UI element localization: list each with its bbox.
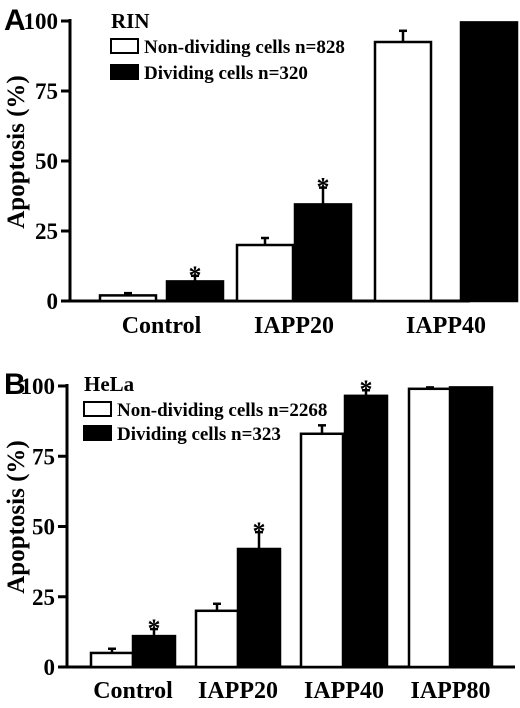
significance-star: * <box>360 375 373 404</box>
bar-non-dividing <box>299 432 345 669</box>
x-category-label: IAPP40 <box>304 678 384 703</box>
y-tick-label: 75 <box>32 444 55 469</box>
x-labels: Control IAPP20 IAPP40 <box>122 313 486 339</box>
legend-title: HeLa <box>84 372 135 396</box>
significance-star: * <box>189 261 202 290</box>
x-category-label: IAPP80 <box>411 678 491 703</box>
y-tick-label: 75 <box>35 79 58 104</box>
y-ticks: 0 25 50 75 100 <box>21 374 67 680</box>
legend-label-dividing: Dividing cells n=323 <box>117 424 281 445</box>
legend-label-dividing: Dividing cells n=320 <box>144 63 308 84</box>
legend-swatch-dividing <box>110 64 139 80</box>
bar-non-dividing <box>235 243 295 303</box>
x-category-label: Control <box>93 678 173 703</box>
x-category-label: IAPP20 <box>254 313 334 339</box>
y-ticks: 0 25 50 75 100 <box>24 9 70 314</box>
bar-non-dividing <box>407 387 453 669</box>
x-category-label: IAPP20 <box>198 678 278 703</box>
significance-star: * <box>148 614 161 643</box>
y-tick-label: 0 <box>47 289 59 314</box>
legend: HeLa Non-dividing cells n=2268 Dividing … <box>83 372 327 445</box>
panel-b: B Apoptosis (%) 0 25 50 75 100 * * * Control IA… <box>3 368 515 704</box>
bar-non-dividing <box>373 40 433 303</box>
panel-letter-b: B <box>4 368 26 401</box>
legend-swatch-non-dividing <box>110 38 139 54</box>
y-tick-label: 100 <box>21 374 56 399</box>
y-tick-label: 25 <box>32 585 55 610</box>
y-axis-label: Apoptosis (%) <box>3 75 30 229</box>
bar-dividing <box>448 386 494 669</box>
y-tick-label: 0 <box>44 655 56 680</box>
bars: * * * <box>89 375 494 669</box>
significance-star: * <box>253 517 266 546</box>
bar-non-dividing <box>89 651 135 669</box>
y-tick-label: 100 <box>24 9 59 34</box>
x-labels: Control IAPP20 IAPP40 IAPP80 <box>93 678 491 704</box>
bars: ** <box>98 21 519 303</box>
bar-dividing <box>343 394 389 669</box>
y-tick-label: 50 <box>35 149 58 174</box>
bar-non-dividing <box>194 609 240 669</box>
bar-dividing <box>236 547 282 669</box>
bar-non-dividing <box>98 294 158 303</box>
significance-star: * <box>317 173 330 202</box>
legend-title: RIN <box>111 9 150 33</box>
y-tick-label: 25 <box>35 219 58 244</box>
bar-dividing <box>293 203 353 303</box>
legend-label-non-dividing: Non-dividing cells n=2268 <box>117 400 327 421</box>
legend-label-non-dividing: Non-dividing cells n=828 <box>144 37 345 58</box>
panel-letter-a: A <box>4 4 26 37</box>
legend-swatch-non-dividing <box>83 401 112 417</box>
y-axis-label: Apoptosis (%) <box>3 440 30 594</box>
x-category-label: Control <box>122 313 202 339</box>
legend-swatch-dividing <box>83 425 112 441</box>
y-tick-label: 50 <box>32 515 55 540</box>
x-category-label: IAPP40 <box>406 313 486 339</box>
legend: RIN Non-dividing cells n=828 Dividing ce… <box>110 9 345 84</box>
bar-dividing <box>459 21 519 303</box>
